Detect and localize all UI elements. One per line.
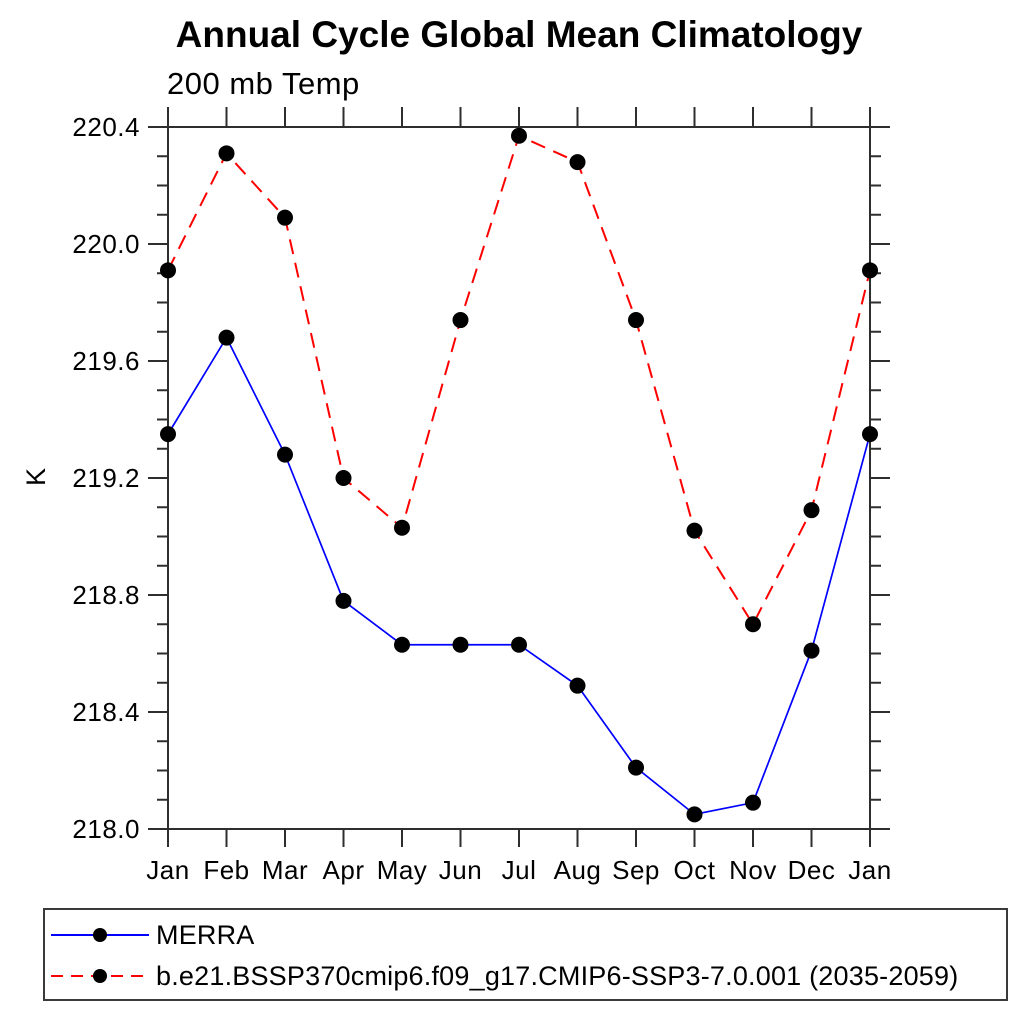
y-tick-label: 219.6 xyxy=(72,346,140,376)
data-point-marker xyxy=(569,677,586,694)
legend-label-model: b.e21.BSSP370cmip6.f09_g17.CMIP6-SSP3-7.… xyxy=(156,960,959,991)
data-point-marker xyxy=(628,312,644,329)
x-tick-label: Apr xyxy=(323,855,365,885)
plot-frame xyxy=(167,126,871,830)
legend-item-model: b.e21.BSSP370cmip6.f09_g17.CMIP6-SSP3-7.… xyxy=(49,956,958,996)
x-tick-label: Jun xyxy=(439,855,482,885)
data-point-marker xyxy=(686,806,703,823)
x-tick-label: Aug xyxy=(554,855,602,885)
data-point-marker xyxy=(160,426,176,443)
data-point-marker xyxy=(218,329,235,346)
x-tick-label: Dec xyxy=(788,855,836,885)
legend: MERRA b.e21.BSSP370cmip6.f09_g17.CMIP6-S… xyxy=(43,908,1008,1001)
legend-label-merra: MERRA xyxy=(156,919,255,950)
data-point-marker xyxy=(218,145,235,162)
y-tick-label: 218.8 xyxy=(72,580,140,610)
data-point-marker xyxy=(160,262,176,279)
chart-title: Annual Cycle Global Mean Climatology xyxy=(175,14,863,55)
y-tick-label: 218.4 xyxy=(72,697,140,727)
x-tick-label: Jul xyxy=(502,855,537,885)
data-point-marker xyxy=(277,209,293,226)
x-tick-label: Mar xyxy=(262,855,308,885)
data-point-marker xyxy=(862,426,878,443)
data-point-marker xyxy=(394,636,410,653)
legend-item-merra: MERRA xyxy=(49,915,255,955)
chart-subtitle: 200 mb Temp xyxy=(167,66,360,101)
x-tick-label: Jan xyxy=(146,855,189,885)
data-point-marker xyxy=(511,636,527,653)
model-dashed-line-swatch-icon xyxy=(51,969,149,983)
y-tick-label: 220.0 xyxy=(72,229,140,259)
series-line-0 xyxy=(167,335,871,816)
data-point-marker xyxy=(335,470,352,486)
data-point-marker xyxy=(686,522,703,539)
y-tick-label: 219.2 xyxy=(72,463,140,493)
x-tick-label: Sep xyxy=(612,855,660,885)
data-point-marker xyxy=(511,127,527,144)
data-point-marker xyxy=(335,592,352,609)
y-tick-label: 220.4 xyxy=(72,112,140,142)
data-point-marker xyxy=(452,312,469,329)
data-point-marker xyxy=(862,262,878,279)
x-tick-label: Feb xyxy=(203,855,249,885)
x-tick-label: May xyxy=(377,855,428,885)
data-point-marker xyxy=(803,642,820,659)
x-tick-label: Nov xyxy=(729,855,777,885)
series-line-1 xyxy=(167,134,871,627)
data-point-marker xyxy=(745,616,761,633)
data-point-marker xyxy=(628,759,644,776)
data-point-marker xyxy=(452,636,469,653)
data-point-marker xyxy=(569,154,586,171)
merra-line-swatch-icon xyxy=(51,928,149,942)
y-tick-label: 218.0 xyxy=(72,814,140,844)
data-point-marker xyxy=(394,519,410,536)
x-tick-label: Jan xyxy=(848,855,891,885)
data-point-marker xyxy=(745,794,761,811)
x-tick-label: Oct xyxy=(674,855,716,885)
data-point-marker xyxy=(803,502,820,519)
data-point-marker xyxy=(277,446,293,463)
